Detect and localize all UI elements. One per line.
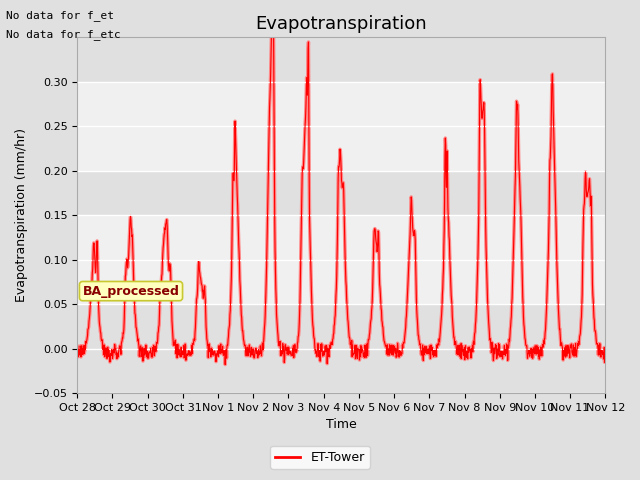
Y-axis label: Evapotranspiration (mm/hr): Evapotranspiration (mm/hr) [15, 128, 28, 302]
Title: Evapotranspiration: Evapotranspiration [255, 15, 427, 33]
Bar [77, 215, 605, 304]
Text: No data for f_et: No data for f_et [6, 10, 115, 21]
Text: BA_processed: BA_processed [83, 285, 179, 298]
X-axis label: Time: Time [326, 419, 356, 432]
Text: No data for f_etc: No data for f_etc [6, 29, 121, 40]
Legend: ET-Tower: ET-Tower [270, 446, 370, 469]
Bar [77, 82, 605, 171]
